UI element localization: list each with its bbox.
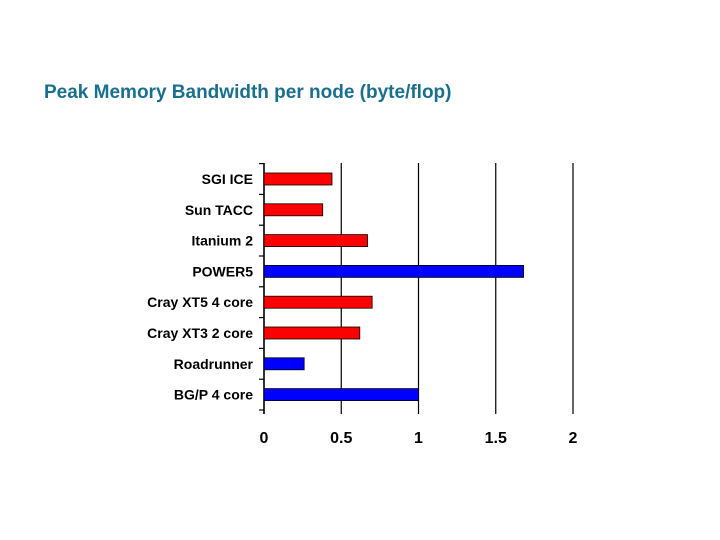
category-label-2: Itanium 2 — [192, 233, 254, 249]
bar-7 — [263, 388, 419, 402]
x-tick-label-2: 1 — [414, 430, 423, 447]
category-label-3: POWER5 — [192, 263, 253, 279]
category-label-7: BG/P 4 core — [174, 387, 253, 403]
x-tick-label-1: 0.5 — [330, 430, 352, 447]
category-label-4: Cray XT5 4 core — [147, 294, 253, 310]
bar-4 — [263, 295, 373, 309]
page-title: Peak Memory Bandwidth per node (byte/flo… — [44, 82, 452, 103]
category-label-6: Roadrunner — [174, 356, 254, 372]
x-tick-label-4: 2 — [569, 430, 578, 447]
bar-6 — [263, 357, 305, 371]
category-label-0: SGI ICE — [202, 171, 253, 187]
category-label-1: Sun TACC — [185, 202, 253, 218]
category-label-5: Cray XT3 2 core — [147, 325, 253, 341]
x-tick-label-3: 1.5 — [485, 430, 507, 447]
bar-2 — [263, 234, 368, 248]
bar-3 — [263, 264, 524, 278]
bar-5 — [263, 326, 361, 340]
bar-1 — [263, 203, 324, 217]
x-tick-label-0: 0 — [260, 430, 269, 447]
bar-0 — [263, 172, 333, 186]
